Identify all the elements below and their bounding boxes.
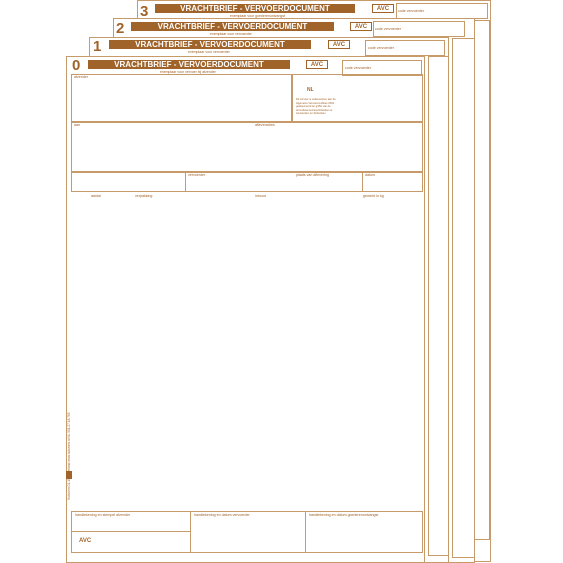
sheet-title-band-2: VRACHTBRIEF - VERVOERDOCUMENT [131,22,334,31]
footer-inner-line [71,531,190,532]
place-of-loading-label: plaats van aflevering [296,173,329,177]
sheet-subtitle-3: exemplaar voor goederenontvangst [230,14,286,18]
consignee-label: aan [74,123,80,127]
sheet-number-1: 1 [93,38,102,55]
sender-label: afzender [74,75,88,79]
conditions-line-3: gedeponeerd ter griffie van de [296,105,331,108]
carrier-code-label-1: code vervoerder [368,46,394,50]
place-of-delivery-label: afleveradres [255,123,275,127]
carrier-row-divider-2 [362,172,363,192]
form-sheet-0 [66,56,425,563]
avc-badge-3: AVC [372,4,394,13]
avc-badge-2: AVC [350,22,372,31]
conditions-line-1: Dit vervoer is onderworpen aan de [296,98,336,101]
items-col-count: aantal [91,194,101,198]
sender-field[interactable] [71,74,292,122]
sheet-subtitle-2: exemplaar voor vervoerder [210,32,252,36]
carrier-label: vervoerder [188,173,206,177]
carrier-code-box-2[interactable] [373,21,465,37]
sheet-subtitle-1: exemplaar voor vervoerder [188,50,230,54]
items-col-weight: gewicht in kg [363,194,384,198]
footer-signature-row [71,511,423,553]
avc-badge-0: AVC [306,60,328,69]
sheet-number-2: 2 [116,20,125,37]
country-code: NL [307,87,314,93]
publisher-logo [66,471,72,479]
footer-avc-text: AVC [79,538,92,544]
consignee-field[interactable] [71,122,423,172]
date-label: datum [365,173,375,177]
sheet-title-band-0: VRACHTBRIEF - VERVOERDOCUMENT [88,60,290,69]
items-col-contents: inhoud [255,194,266,198]
conditions-line-4: arrondissementsrechtbanken te [296,108,333,112]
signature-carrier-label: handtekening en datum vervoerder [194,513,250,517]
side-print-text: Hukvorm 01-15 Nederland www.hukvorm.nl N… [67,412,71,500]
footer-divider-1 [190,511,191,553]
conditions-line-5: Amsterdam en Rotterdam [296,112,326,115]
signature-sender-label: handtekening en stempel afzender [75,513,131,517]
sheet-title-band-3: VRACHTBRIEF - VERVOERDOCUMENT [155,4,355,13]
conditions-line-2: Algemene Vervoercondities 2002 [296,101,335,105]
carrier-code-label-3: code vervoerder [398,9,424,13]
conditions-box [292,74,423,122]
sheet2-right-strip [452,38,475,558]
carrier-row [71,172,423,192]
sheet-number-3: 3 [140,3,149,20]
carrier-code-box-0[interactable] [342,60,422,76]
carrier-code-label-0: code vervoerder [345,66,371,70]
carrier-row-divider-1 [185,172,186,192]
sheet1-right-strip [428,56,449,556]
items-col-packaging: verpakking [135,194,153,198]
carrier-code-box-1[interactable] [365,40,445,56]
avc-badge-1: AVC [328,40,350,49]
sheet-subtitle-0: exemplaar voor vervoer bij afzender [160,70,216,74]
footer-divider-2 [305,511,306,553]
carrier-code-label-2: code vervoerder [375,27,401,31]
signature-consignee-label: handtekening en datum goederenontvangst [309,513,379,517]
sheet-number-0: 0 [72,57,81,74]
sheet-title-band-1: VRACHTBRIEF - VERVOERDOCUMENT [109,40,311,49]
